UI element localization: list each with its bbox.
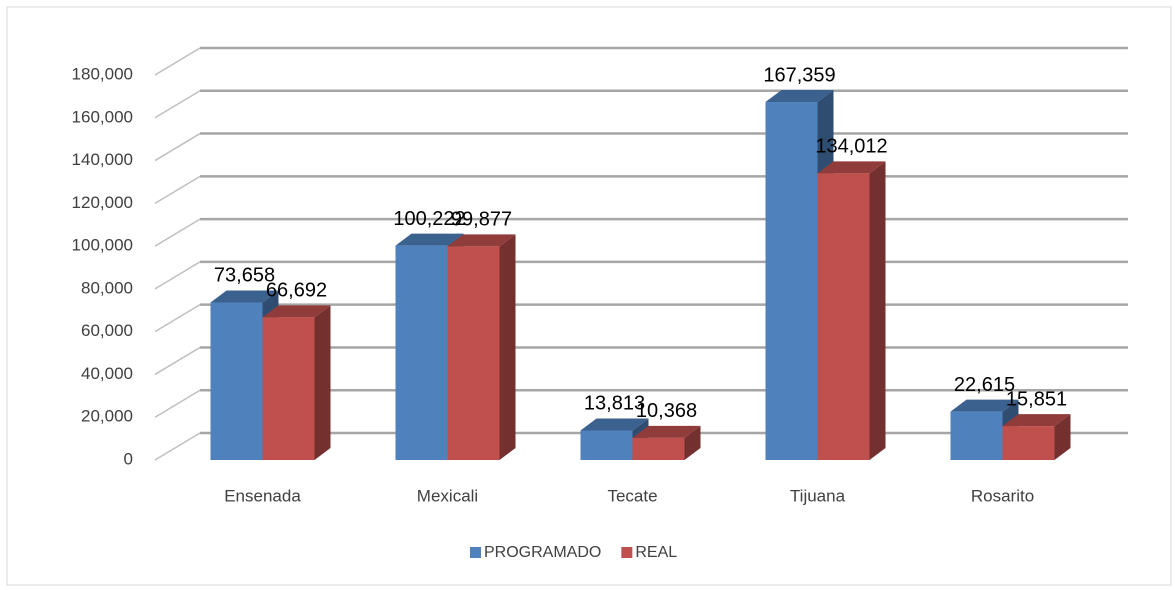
x-tick-label: Mexicali [417, 486, 478, 505]
grid-diagonal [154, 90, 201, 119]
bar-side [314, 305, 331, 460]
grid-diagonal [154, 261, 201, 290]
bar-top [395, 233, 464, 246]
chart-border [6, 6, 1172, 586]
bar [1002, 426, 1055, 460]
grid-diagonal [154, 304, 201, 333]
grid-diagonal [154, 432, 201, 461]
y-tick-label: 160,000 [72, 107, 133, 126]
grid-diagonal [154, 346, 201, 376]
y-tick-label: 140,000 [72, 150, 133, 169]
bar-side [499, 234, 516, 460]
x-tick-label: Rosarito [971, 486, 1034, 505]
legend-label: REAL [635, 544, 677, 561]
y-tick-label: 100,000 [72, 236, 133, 255]
y-tick-label: 60,000 [81, 321, 133, 340]
bar-top [817, 161, 886, 174]
bar-top [1002, 414, 1071, 427]
bar [395, 245, 448, 460]
bar [580, 430, 633, 460]
y-tick-label: 120,000 [72, 193, 133, 212]
bar-side [1054, 414, 1071, 460]
bar-top [765, 90, 834, 103]
bar [817, 173, 870, 460]
y-tick-label: 20,000 [81, 407, 133, 426]
value-label: 10,368 [636, 400, 697, 422]
bar-top [950, 399, 1019, 412]
value-label: 99,877 [451, 209, 512, 231]
bar [262, 317, 315, 460]
bar [765, 102, 818, 461]
bar-top [447, 234, 516, 247]
bar-side [869, 161, 886, 460]
grid-diagonal [154, 389, 201, 418]
value-label: 73,658 [214, 265, 275, 287]
value-label: 66,692 [266, 280, 327, 302]
bar-top [262, 305, 331, 318]
value-label: 13,813 [584, 393, 645, 415]
grid-diagonal [154, 132, 201, 162]
bar-top [210, 290, 279, 303]
bar [950, 411, 1003, 460]
y-tick-label: 80,000 [81, 278, 133, 297]
grid-diagonal [154, 47, 201, 76]
x-tick-label: Ensenada [224, 486, 301, 505]
legend-label: PROGRAMADO [484, 544, 601, 561]
bar [447, 246, 500, 460]
y-tick-label: 40,000 [81, 364, 133, 383]
x-tick-label: Tecate [607, 486, 657, 505]
value-label: 100,222 [393, 208, 465, 230]
value-label: 15,851 [1006, 388, 1067, 410]
bar-top [580, 418, 649, 431]
grid-diagonal [154, 175, 201, 204]
grid-diagonal [154, 218, 201, 247]
value-label: 22,615 [954, 374, 1015, 396]
bar-side [684, 425, 701, 460]
legend-swatch [470, 547, 481, 558]
bar [632, 437, 685, 460]
y-tick-label: 180,000 [72, 64, 133, 83]
legend-swatch [621, 547, 633, 558]
y-tick-label: 0 [124, 449, 133, 468]
x-tick-label: Tijuana [790, 486, 846, 505]
value-label: 167,359 [763, 64, 835, 86]
bar [210, 302, 263, 460]
value-label: 134,012 [815, 136, 887, 158]
bar-top [632, 425, 701, 438]
